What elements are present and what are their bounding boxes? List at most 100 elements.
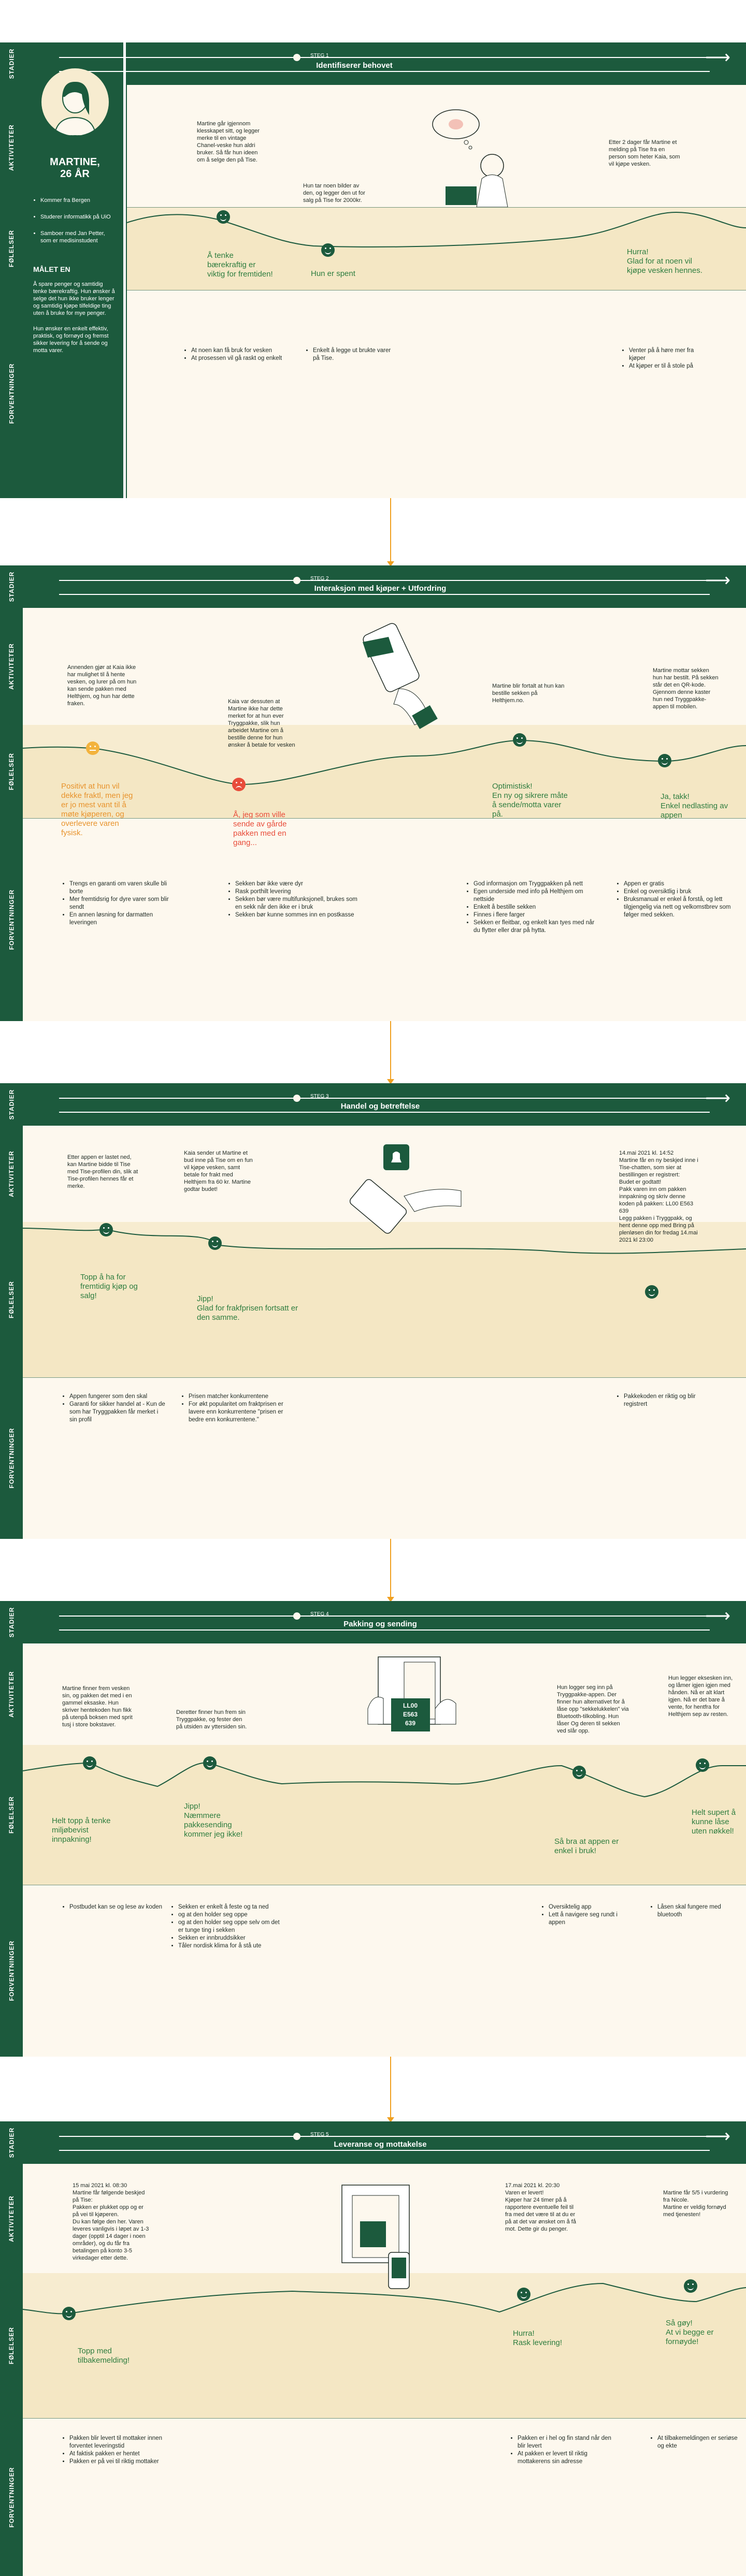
emotion-curve	[23, 739, 746, 818]
package-code-line: 639	[405, 1720, 415, 1727]
expectations-list: At tilbakemeldingen er seriøse og ekte	[650, 2435, 738, 2450]
stage-title: Pakking og sending	[343, 1620, 417, 1628]
stage-title: Leveranse og mottakelse	[334, 2140, 427, 2149]
activity-text: Martine går igjennom klesskapet sitt, og…	[197, 121, 260, 163]
feeling-text: Så bra at appen er enkel i bruk!	[554, 1837, 619, 1855]
row-label-expectations: FORVENTNINGER	[8, 889, 16, 950]
stage-title: Interaksjon med kjøper + Utfordring	[314, 584, 447, 593]
stage-5-bar: ⟶ STEG 5 Leveranse og mottakelse	[23, 2121, 746, 2164]
arrow-right-icon: ⟶	[705, 1606, 730, 1626]
arrow-right-icon: ⟶	[705, 2127, 730, 2146]
stage-connector	[387, 498, 394, 566]
step-number: STEG 2	[310, 576, 329, 581]
sad-face-icon	[232, 778, 246, 791]
row-label-feelings: FØLELSER	[8, 752, 16, 791]
happy-face-icon	[83, 1756, 96, 1770]
activity-text: Martine finner frem vesken sin, og pakke…	[62, 1685, 133, 1728]
delivery-illustration	[341, 2185, 410, 2289]
happy-face-icon	[517, 2288, 530, 2301]
row-label-feelings: FØLELSER	[8, 1280, 16, 1319]
expectations-list: Prisen matcher konkurrentene For økt pop…	[181, 1393, 290, 1424]
happy-face-icon	[62, 2307, 76, 2320]
row-label-expectations: FORVENTNINGER	[8, 363, 16, 424]
happy-face-icon	[321, 243, 335, 257]
happy-face-icon	[208, 1236, 222, 1250]
row-label-activities: AKTIVITETER	[8, 2195, 16, 2242]
happy-face-icon	[645, 1285, 658, 1299]
feeling-text: Hurra! Glad for at noen vil kjøpe vesken…	[627, 248, 702, 275]
goal-text-2: Hun ønsker en enkelt effektiv, praktisk,…	[33, 326, 109, 354]
stage-3-bar: ⟶ STEG 3 Handel og betreftelse	[23, 1083, 746, 1126]
expectations-list: Sekken er enkelt å feste og ta ned og at…	[171, 1903, 280, 1950]
neutral-face-icon	[86, 741, 99, 755]
row-label-stages: STADIER	[8, 571, 15, 602]
activity-text: Deretter finner hun frem sin Tryggpakke,…	[176, 1709, 247, 1730]
package-code-line: LL00	[403, 1702, 418, 1709]
row-label-stages: STADIER	[8, 2127, 15, 2158]
happy-face-icon	[99, 1223, 113, 1236]
row-label-expectations: FORVENTNINGER	[8, 1940, 16, 2001]
activity-text: 14.mai 2021 kl. 14:52 Martine får en ny …	[619, 1150, 698, 1243]
expectations-list: Trengs en garanti om varen skulle bli bo…	[62, 880, 181, 927]
expectations-list: Oversiktelig app Lett å navigere seg run…	[541, 1903, 629, 1927]
lockbox-illustration: LL00 E563 639	[367, 1656, 456, 1731]
activity-text: Etter appen er lastet ned, kan Martine b…	[67, 1154, 138, 1189]
goal-heading: MÅLET EN	[33, 265, 70, 273]
expectations-list: Pakkekoden er riktig og blir registrert	[616, 1393, 720, 1408]
row-label-activities: AKTIVITETER	[8, 643, 16, 690]
expectations-list: Sekken bør ikke være dyr Rask porthilt l…	[228, 880, 363, 919]
happy-face-icon	[658, 754, 671, 767]
package-code-line: E563	[403, 1711, 418, 1718]
emotion-curve	[23, 1762, 746, 1885]
stage-connector	[387, 2057, 394, 2122]
happy-face-icon	[684, 2279, 697, 2293]
stage-4-bar: ⟶ STEG 4 Pakking og sending	[23, 1601, 746, 1643]
activity-text: Hun tar noen bilder av den, og legger de…	[303, 183, 365, 203]
arrow-right-icon: ⟶	[705, 571, 730, 590]
activity-text: Martine blir fortalt at hun kan bestille…	[492, 683, 565, 704]
person-icon	[53, 81, 96, 136]
stage-2-bar: ⟶ STEG 2 Interaksjon med kjøper + Utford…	[23, 565, 746, 608]
feeling-text: Ja, takk! Enkel nedlasting av appen	[661, 792, 728, 820]
happy-face-icon	[696, 1758, 709, 1772]
notification-illustration	[349, 1144, 462, 1234]
feeling-text: Hun er spent	[311, 269, 355, 278]
feeling-text: Jipp! Næmmere pakkesending kommer jeg ik…	[184, 1802, 243, 1839]
persona-bullets: Kommer fra Bergen Studerer informatikk p…	[33, 197, 117, 244]
row-label-expectations: FORVENTNINGER	[8, 2467, 16, 2527]
activity-text: Etter 2 dager får Martine et melding på …	[609, 139, 680, 167]
happy-face-icon	[217, 210, 230, 224]
activity-text: Kaia var dessuten at Martine ikke har de…	[228, 698, 295, 748]
happy-face-icon	[203, 1756, 217, 1770]
step-number: STEG 5	[310, 2132, 329, 2137]
phone-illustration	[363, 623, 438, 729]
feeling-text: Jipp! Glad for frakfprisen fortsatt er d…	[197, 1294, 298, 1322]
expectations-list: Venter på å høre mer fra kjøper At kjøpe…	[622, 347, 710, 370]
expectations-list: Pakken blir levert til mottaker innen fo…	[62, 2435, 166, 2466]
row-label-feelings: FØLELSER	[8, 2326, 16, 2365]
expectations-list: God informasjon om Tryggpakken på nett E…	[466, 880, 596, 935]
step-number: STEG 1	[310, 53, 329, 59]
activity-text: Martine mottar sekken hun har bestilt. P…	[653, 667, 719, 710]
feeling-text: Topp å ha for fremtidig kjøp og salg!	[80, 1273, 138, 1300]
row-label-stages: STADIER	[8, 1089, 15, 1120]
persona-avatar	[41, 68, 109, 136]
row-label-expectations: FORVENTNINGER	[8, 1428, 16, 1489]
persona-name: MARTINE, 26 ÅR	[50, 156, 100, 180]
expectations-list: Pakken er i hel og fin stand når den bli…	[510, 2435, 619, 2466]
expectations-list: Enkelt å legge ut brukte varer på Tise.	[306, 347, 399, 362]
stage-connector	[387, 1539, 394, 1602]
persona-panel: MARTINE, 26 ÅR Kommer fra Bergen Studere…	[23, 42, 127, 354]
activity-text: Hun legger eksesken inn, og låmer igjen …	[668, 1675, 733, 1718]
activity-text: Hun logger seg inn på Tryggpakke-appen. …	[557, 1684, 629, 1734]
activity-text: 17.mai 2021 kl. 20:30 Varen er levert! K…	[505, 2182, 576, 2232]
row-label-activities: AKTIVITETER	[8, 124, 16, 171]
row-label-stages: STADIER	[8, 48, 15, 79]
row-label-activities: AKTIVITETER	[8, 1151, 16, 1197]
step-number: STEG 3	[310, 1094, 329, 1099]
activity-text: 15 mai 2021 kl. 08:30 Martine får følgen…	[73, 2182, 149, 2261]
stage-title: Identifiserer behovet	[316, 61, 393, 70]
row-label-stages: STADIER	[8, 1607, 15, 1638]
row-label-activities: AKTIVITETER	[8, 1671, 16, 1718]
happy-face-icon	[513, 733, 526, 747]
